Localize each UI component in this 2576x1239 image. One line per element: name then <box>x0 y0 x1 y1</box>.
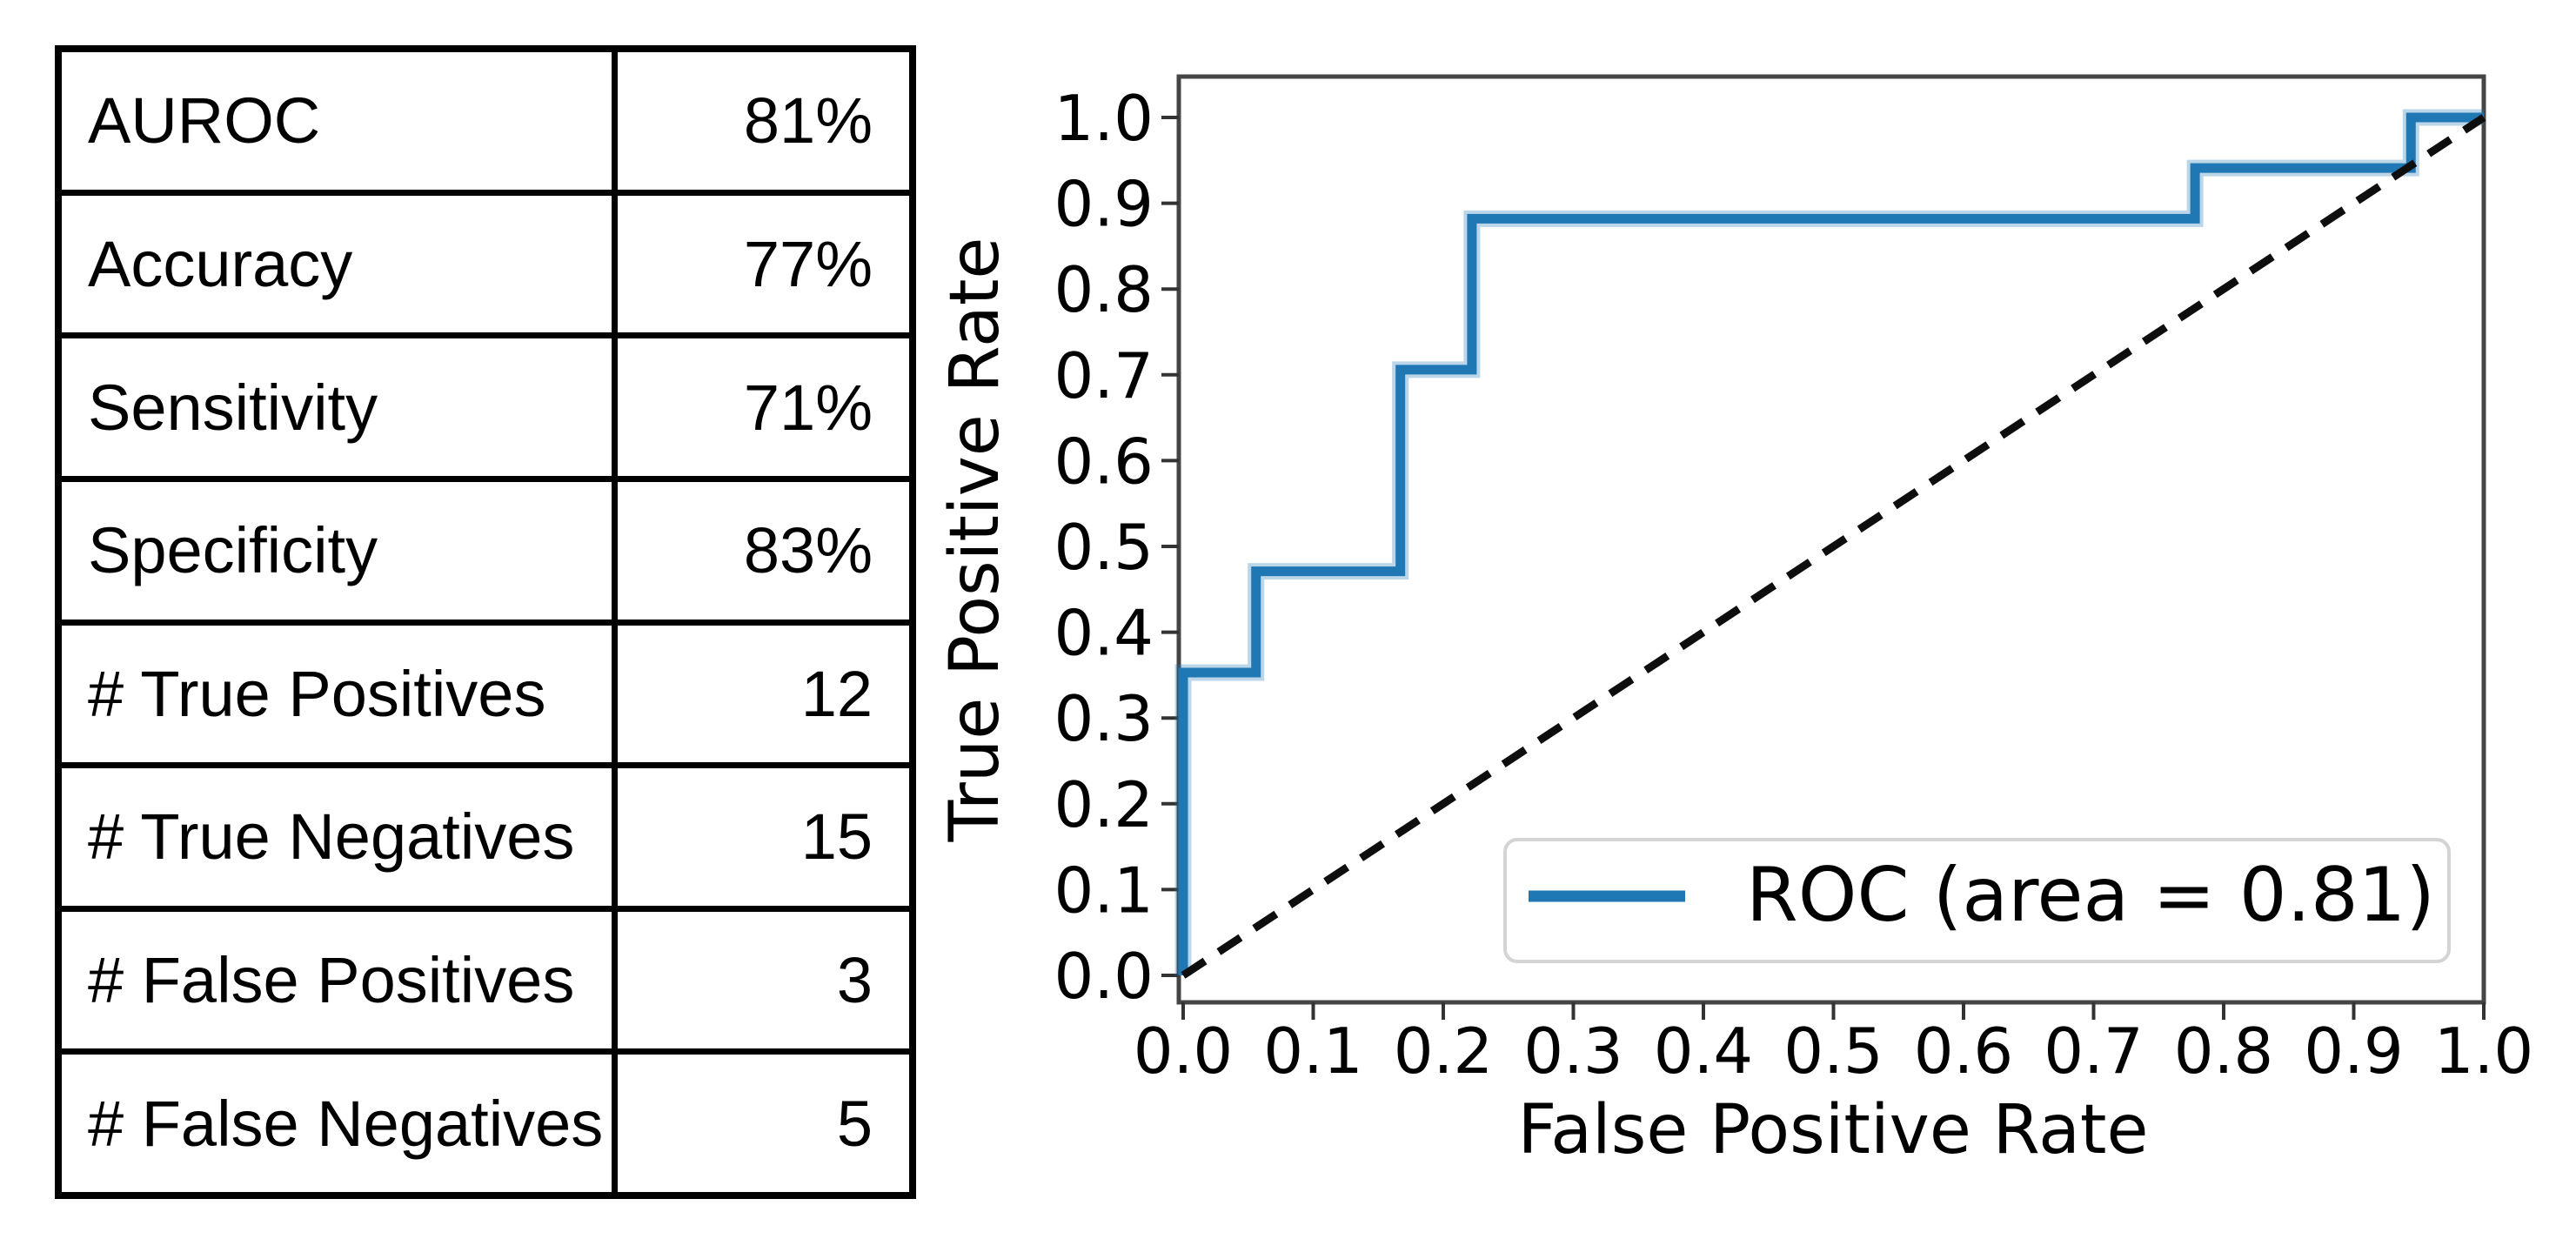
y-tick-label: 0.9 <box>1054 168 1154 241</box>
metric-value: 3 <box>836 944 873 1017</box>
metric-label: # False Negatives <box>62 1055 618 1192</box>
metric-label: Specificity <box>62 481 618 620</box>
table-row: Specificity 83% <box>62 481 909 626</box>
x-tick-label: 0.4 <box>1654 1015 1754 1088</box>
y-tick-label: 1.0 <box>1054 82 1154 155</box>
chance-line <box>1181 114 2486 979</box>
table-row: # False Positives 3 <box>62 911 909 1055</box>
y-tick-label: 0.2 <box>1054 768 1154 841</box>
y-tick-label: 0.0 <box>1054 940 1154 1013</box>
y-tick-label: 0.5 <box>1054 511 1154 584</box>
metric-value: 83% <box>743 514 873 587</box>
plot-series <box>1174 109 2486 979</box>
x-tick-label: 0.2 <box>1394 1015 1494 1088</box>
metric-value: 71% <box>743 371 873 444</box>
x-tick-label: 0.8 <box>2174 1015 2274 1088</box>
metric-value: 81% <box>743 84 873 157</box>
metric-label: Accuracy <box>62 195 618 333</box>
metric-label: # False Positives <box>62 911 618 1049</box>
x-axis-label: False Positive Rate <box>1518 1091 2149 1169</box>
legend-box <box>1503 838 2451 963</box>
y-tick-label: 0.4 <box>1054 597 1154 670</box>
y-tick-label: 0.3 <box>1054 682 1154 755</box>
y-tick-label: 0.1 <box>1054 854 1154 927</box>
y-tick-label: 0.6 <box>1054 425 1154 498</box>
legend-label: ROC (area = 0.81) <box>1746 852 2435 939</box>
table-row: # True Negatives 15 <box>62 768 909 912</box>
axis-ticks: 0.0 0.1 0.2 0.3 0.4 0.5 0.6 0.7 0.8 0.9 1.0 0.0 0.1 0… <box>1054 82 2533 1088</box>
plot-area <box>1176 74 2486 1005</box>
x-tick-label: 0.7 <box>2044 1015 2144 1088</box>
table-row: Sensitivity 71% <box>62 338 909 482</box>
x-tick-label: 0.1 <box>1263 1015 1363 1088</box>
x-tick-label: 0.5 <box>1783 1015 1883 1088</box>
metric-label: Sensitivity <box>62 338 618 476</box>
table-row: # False Negatives 5 <box>62 1055 909 1192</box>
table-row: Accuracy 77% <box>62 195 909 339</box>
metric-value: 5 <box>836 1087 873 1160</box>
x-tick-label: 0.9 <box>2304 1015 2404 1088</box>
metric-label: # True Negatives <box>62 768 618 906</box>
metric-label: # True Positives <box>62 625 618 763</box>
table-row: # True Positives 12 <box>62 625 909 769</box>
legend: ROC (area = 0.81) <box>1503 838 2451 963</box>
x-tick-label: 0.3 <box>1523 1015 1623 1088</box>
x-tick-label: 0.6 <box>1914 1015 2014 1088</box>
x-tick-label: 0.0 <box>1134 1015 1234 1088</box>
y-tick-label: 0.7 <box>1054 339 1154 412</box>
y-axis-label: True Positive Rate <box>936 238 1014 843</box>
x-tick-label: 1.0 <box>2434 1015 2534 1088</box>
metric-label: AUROC <box>62 52 618 190</box>
metric-value: 15 <box>800 800 873 874</box>
y-tick-label: 0.8 <box>1054 253 1154 326</box>
metric-value: 77% <box>743 227 873 300</box>
table-row: AUROC 81% <box>62 52 909 196</box>
metric-value: 12 <box>800 657 873 730</box>
metrics-table: AUROC 81% Accuracy 77% Sensitivity 71% S… <box>55 45 916 1199</box>
